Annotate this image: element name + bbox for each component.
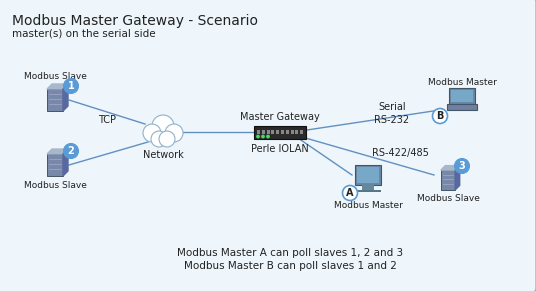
- Polygon shape: [63, 84, 68, 111]
- FancyBboxPatch shape: [47, 154, 63, 176]
- Text: Serial: Serial: [378, 102, 406, 112]
- FancyBboxPatch shape: [271, 130, 274, 134]
- FancyBboxPatch shape: [441, 170, 455, 190]
- Text: TCP: TCP: [98, 115, 116, 125]
- FancyBboxPatch shape: [295, 130, 299, 134]
- Text: Modbus Master: Modbus Master: [428, 78, 496, 87]
- Text: Master Gateway: Master Gateway: [240, 112, 320, 122]
- FancyBboxPatch shape: [362, 185, 374, 189]
- Circle shape: [267, 135, 269, 138]
- Circle shape: [257, 135, 259, 138]
- Text: Modbus Master Gateway - Scenario: Modbus Master Gateway - Scenario: [12, 14, 258, 28]
- Text: Modbus Slave: Modbus Slave: [24, 181, 86, 190]
- Text: RS-232: RS-232: [375, 115, 410, 125]
- Text: RS-422/485: RS-422/485: [371, 148, 428, 158]
- Circle shape: [63, 79, 78, 93]
- FancyBboxPatch shape: [451, 90, 473, 102]
- FancyBboxPatch shape: [281, 130, 284, 134]
- Text: 2: 2: [68, 146, 75, 156]
- Circle shape: [152, 115, 174, 137]
- Text: 3: 3: [459, 161, 465, 171]
- Text: master(s) on the serial side: master(s) on the serial side: [12, 28, 155, 38]
- FancyBboxPatch shape: [276, 130, 279, 134]
- Text: Modbus Master: Modbus Master: [333, 201, 403, 210]
- FancyBboxPatch shape: [446, 104, 477, 110]
- FancyBboxPatch shape: [257, 130, 260, 134]
- Polygon shape: [441, 166, 460, 170]
- Text: Modbus Slave: Modbus Slave: [24, 72, 86, 81]
- FancyBboxPatch shape: [47, 89, 63, 111]
- FancyBboxPatch shape: [355, 165, 381, 185]
- Circle shape: [151, 131, 167, 147]
- FancyBboxPatch shape: [355, 189, 381, 192]
- FancyBboxPatch shape: [266, 130, 270, 134]
- Text: A: A: [346, 188, 354, 198]
- Circle shape: [159, 131, 175, 147]
- Circle shape: [63, 143, 78, 159]
- Polygon shape: [455, 166, 460, 190]
- FancyBboxPatch shape: [254, 125, 306, 139]
- Circle shape: [343, 185, 358, 200]
- Circle shape: [165, 124, 183, 142]
- Text: B: B: [436, 111, 444, 121]
- Circle shape: [455, 159, 470, 173]
- Text: Modbus Master B can poll slaves 1 and 2: Modbus Master B can poll slaves 1 and 2: [183, 261, 397, 271]
- Text: Modbus Slave: Modbus Slave: [416, 194, 479, 203]
- Circle shape: [143, 124, 161, 142]
- FancyBboxPatch shape: [262, 130, 265, 134]
- FancyBboxPatch shape: [449, 88, 474, 104]
- FancyBboxPatch shape: [358, 167, 378, 183]
- Text: Network: Network: [143, 150, 183, 160]
- FancyBboxPatch shape: [286, 130, 289, 134]
- Circle shape: [433, 109, 448, 123]
- Text: Modbus Master A can poll slaves 1, 2 and 3: Modbus Master A can poll slaves 1, 2 and…: [177, 248, 403, 258]
- Polygon shape: [63, 149, 68, 176]
- Text: 1: 1: [68, 81, 75, 91]
- Polygon shape: [47, 149, 68, 154]
- FancyBboxPatch shape: [300, 130, 303, 134]
- Text: Perle IOLAN: Perle IOLAN: [251, 144, 309, 154]
- Circle shape: [262, 135, 264, 138]
- Polygon shape: [47, 84, 68, 89]
- FancyBboxPatch shape: [291, 130, 294, 134]
